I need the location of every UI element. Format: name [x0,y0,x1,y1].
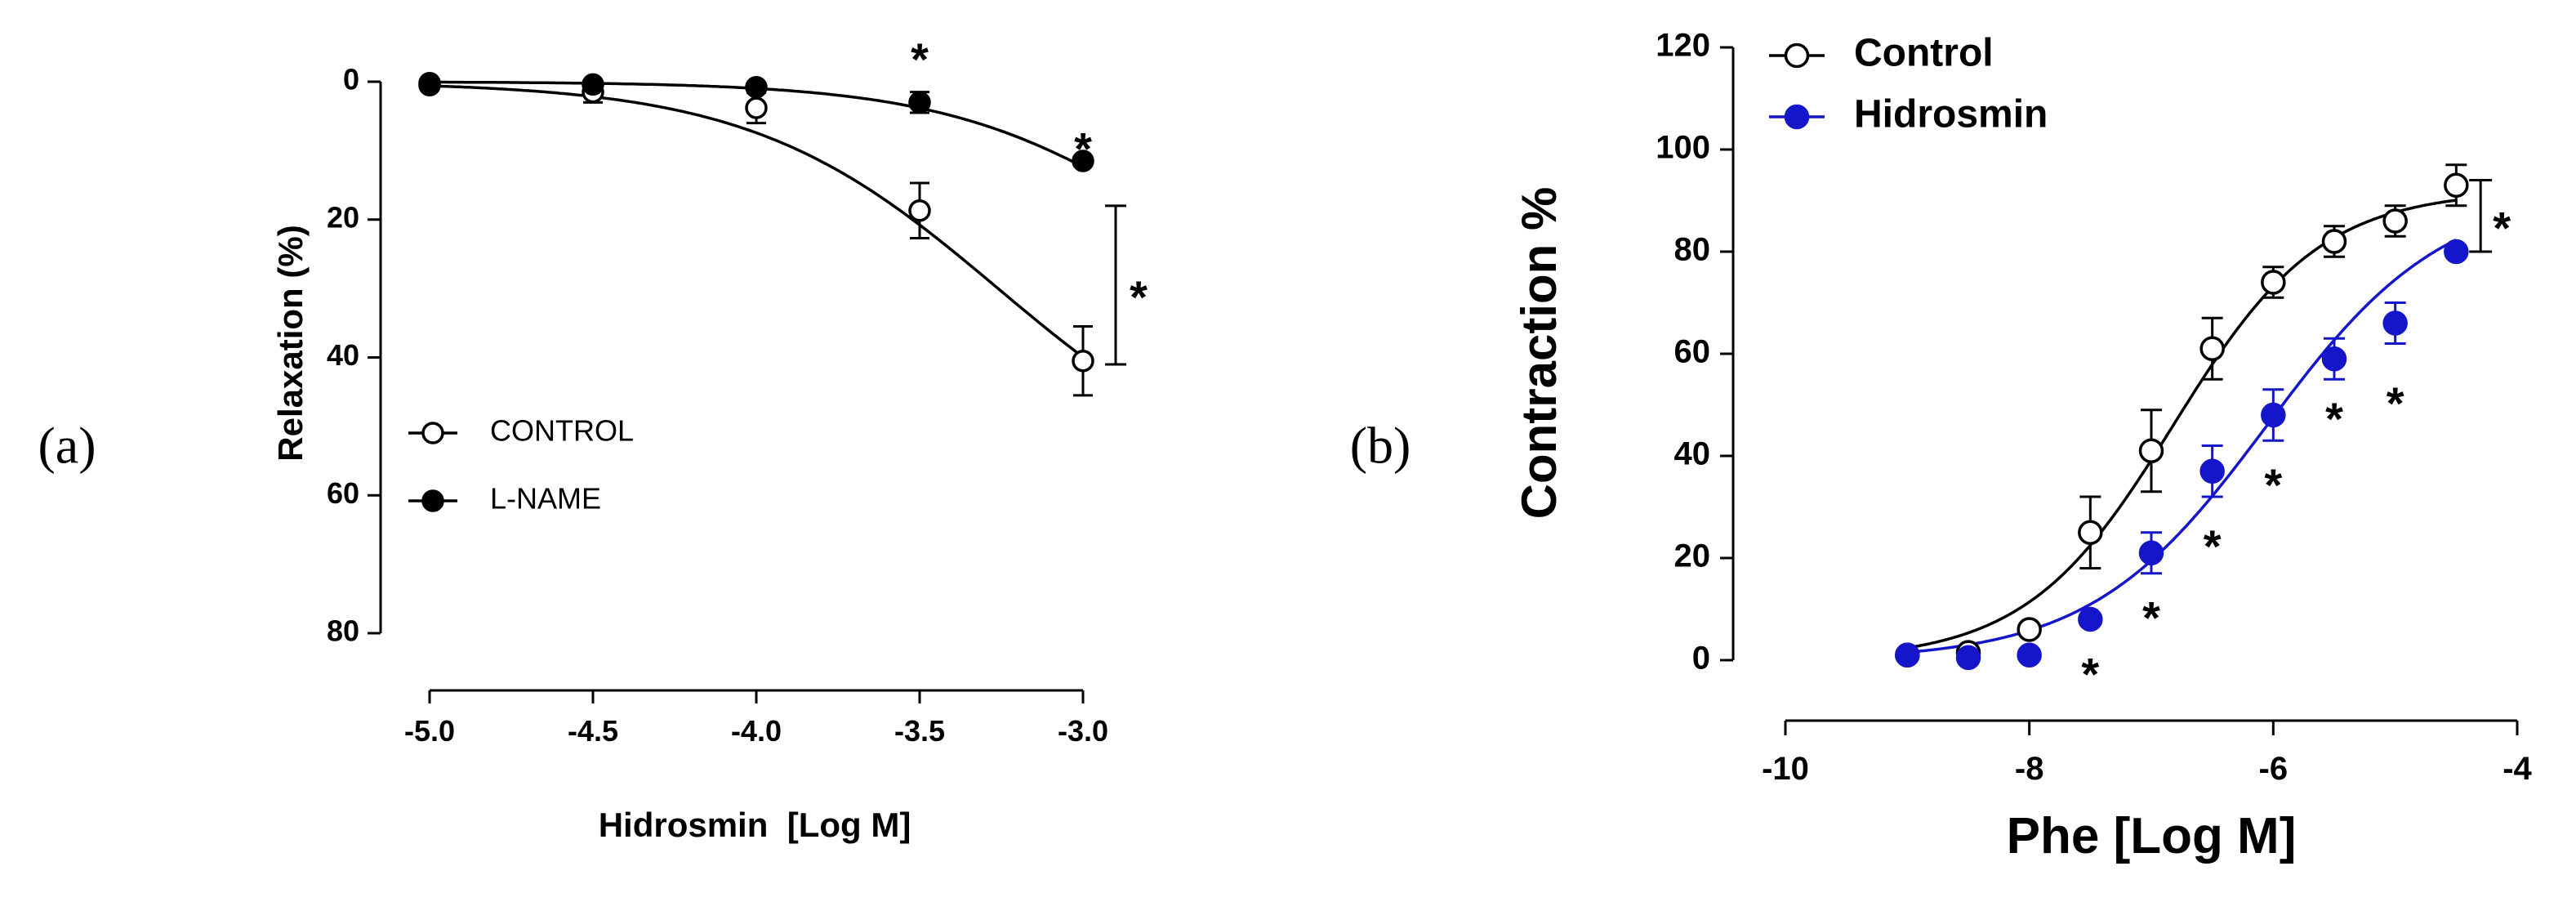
x-tick-label-b: -4 [2502,751,2532,787]
data-point-hidrosmin [2078,606,2103,632]
data-point-control [1072,349,1094,373]
data-point-control [2078,520,2103,545]
data-point-control [745,96,768,119]
data-point-control [2199,336,2225,361]
data-point-control [2017,617,2042,642]
legend-marker [1784,42,1810,69]
x-tick-label-b: -10 [1762,751,1809,787]
x-tick-label-b: -8 [2015,751,2044,787]
significance-star: * [1074,123,1092,175]
y-tick-label-a: 0 [343,63,359,96]
x-tick-label-a: -3.5 [894,714,945,748]
data-point-control [2382,208,2408,234]
x-tick-label-a: -4.5 [568,714,618,748]
panel-label-a: (a) [38,417,96,475]
y-tick-label-a: 20 [327,200,359,234]
y-tick-label-b: 120 [1656,28,1710,64]
significance-star: * [2387,377,2404,429]
data-point-l-name [582,73,604,96]
panel-label-b: (b) [1350,417,1411,475]
data-point-hidrosmin [1895,642,1920,668]
legend-label: Hidrosmin [1854,93,2048,136]
data-point-hidrosmin [2261,402,2286,428]
legend-marker [421,489,444,512]
x-tick-label-b: -6 [2259,751,2289,787]
data-point-hidrosmin [2199,458,2225,484]
data-point-control [2261,270,2286,295]
data-point-hidrosmin [2138,540,2164,565]
x-tick-label-a: -5.0 [404,714,455,748]
x-axis-label-b: Phe [Log M] [2007,808,2297,864]
significance-star: * [2264,459,2282,511]
legend-marker [421,422,444,444]
y-tick-label-b: 20 [1674,538,1711,574]
fit-curve-hidrosmin [1907,238,2458,654]
x-tick-label-a: -4.0 [731,714,782,748]
y-tick-label-b: 40 [1674,436,1711,472]
data-point-hidrosmin [2444,239,2469,265]
data-point-l-name [418,71,441,95]
y-tick-label-a: 60 [327,476,359,510]
data-point-control [908,199,931,222]
significance-star: * [1130,271,1148,323]
y-tick-label-b: 60 [1674,334,1711,370]
data-point-hidrosmin [2017,642,2042,668]
x-axis-label-a: Hidrosmin [Log M] [599,806,911,844]
fit-curve-control [429,84,1085,359]
significance-star: * [2142,592,2160,644]
y-axis-label-b: Contraction % [1512,187,1567,520]
legend-label: Control [1854,32,1994,75]
panel-a: (a) Relaxation (%) Hidrosmin [Log M] 0 20… [38,33,1148,844]
legend-label: L-NAME [490,482,601,516]
y-tick-label-a: 80 [327,614,359,648]
legend-marker [1784,104,1810,130]
data-point-l-name [745,76,768,99]
y-axis-label-a: Relaxation (%) [271,225,310,461]
significance-star: * [2204,520,2222,572]
data-point-hidrosmin [2382,310,2408,336]
legend-label: CONTROL [490,414,634,448]
significance-star: * [2325,393,2343,444]
data-point-hidrosmin [1955,645,1981,671]
data-point-l-name [908,91,931,114]
data-point-control [2321,229,2347,254]
significance-star: * [2493,202,2511,253]
y-tick-label-b: 100 [1656,130,1710,166]
data-point-hidrosmin [2321,346,2347,372]
y-tick-label-a: 40 [327,338,359,372]
y-tick-label-b: 80 [1674,232,1711,268]
data-point-control [2138,438,2164,463]
y-tick-label-b: 0 [1692,641,1710,676]
data-point-control [2444,172,2469,198]
panel-b: (b) Contraction % Phe [Log M] 0 20 40 60 80 1… [1350,28,2533,864]
significance-star: * [911,33,929,85]
x-tick-label-a: -3.0 [1058,714,1108,748]
data-point-l-name [1072,150,1094,172]
significance-star: * [2081,648,2099,699]
fit-curve-control [1907,199,2457,650]
